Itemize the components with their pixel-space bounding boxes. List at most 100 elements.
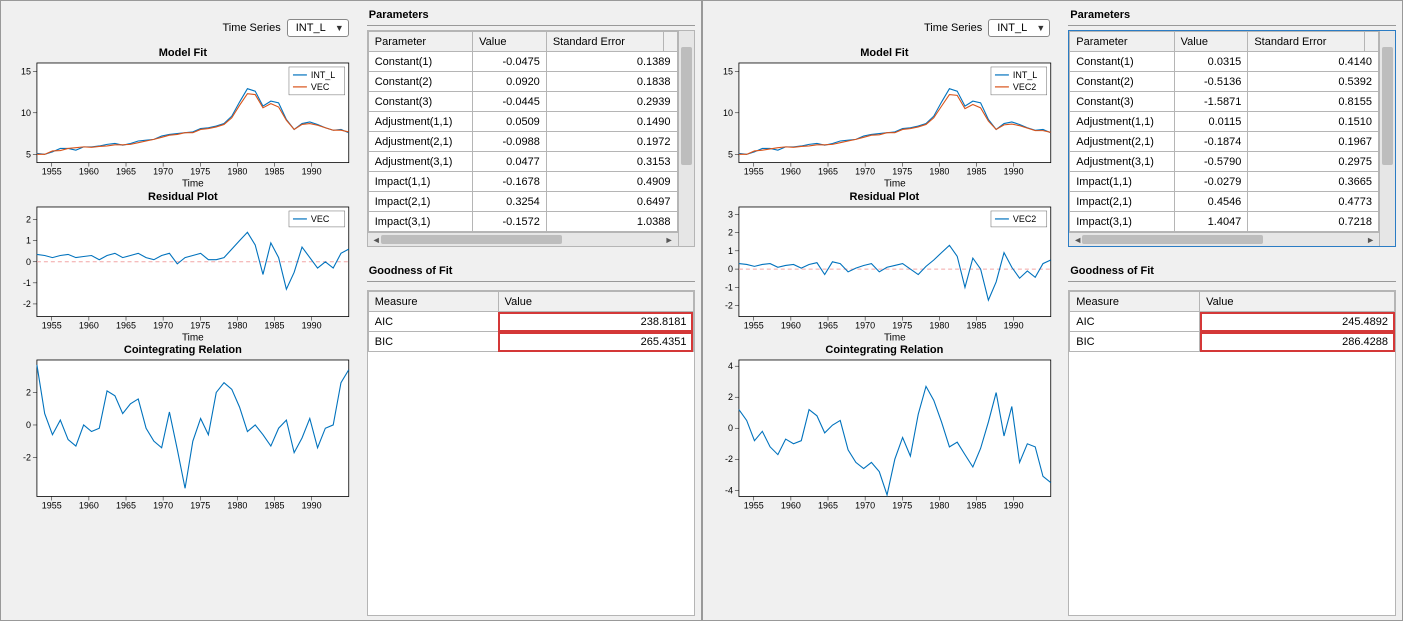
gof-col-0[interactable]: Measure bbox=[1070, 292, 1200, 312]
scroll-thumb[interactable] bbox=[1082, 235, 1263, 244]
table-row[interactable]: Impact(3,1)1.40470.7218 bbox=[1070, 212, 1379, 232]
table-row[interactable]: Constant(3)-1.58710.8155 bbox=[1070, 92, 1379, 112]
svg-text:1975: 1975 bbox=[190, 320, 210, 330]
cell-stderr: 0.1972 bbox=[546, 132, 677, 152]
coint-plot: -20219551960196519701975198019851990 bbox=[11, 356, 355, 510]
time-series-row: Time Series INT_L▼ bbox=[11, 9, 355, 45]
cell-stderr: 0.1967 bbox=[1248, 132, 1379, 152]
table-row[interactable]: BIC265.4351 bbox=[368, 332, 693, 352]
gof-measure: BIC bbox=[1070, 332, 1200, 352]
parameters-col-0[interactable]: Parameter bbox=[1070, 32, 1174, 52]
table-row[interactable]: Impact(1,1)-0.02790.3665 bbox=[1070, 172, 1379, 192]
param-vscrollbar[interactable] bbox=[1379, 31, 1395, 246]
svg-text:1965: 1965 bbox=[116, 320, 136, 330]
svg-text:1990: 1990 bbox=[1003, 167, 1023, 177]
svg-text:4: 4 bbox=[727, 361, 732, 371]
cell-param: Adjustment(1,1) bbox=[1070, 112, 1174, 132]
parameters-col-2[interactable]: Standard Error bbox=[546, 32, 663, 52]
time-series-row: Time Series INT_L ▼ bbox=[713, 9, 1057, 45]
svg-text:1960: 1960 bbox=[780, 167, 800, 177]
cell-param: Adjustment(3,1) bbox=[1070, 152, 1174, 172]
table-row[interactable]: Impact(2,1)0.45460.4773 bbox=[1070, 192, 1379, 212]
panel-right: Time SeriesINT_L▼Model Fit51015195519601… bbox=[702, 0, 1403, 621]
cell-param: Constant(1) bbox=[1070, 52, 1174, 72]
svg-text:INT_L: INT_L bbox=[311, 70, 335, 80]
svg-text:1990: 1990 bbox=[302, 167, 322, 177]
scroll-thumb[interactable] bbox=[1382, 47, 1393, 165]
table-row[interactable]: Adjustment(1,1)0.05090.1490 bbox=[368, 112, 677, 132]
svg-text:1990: 1990 bbox=[1003, 500, 1023, 510]
svg-text:1980: 1980 bbox=[929, 500, 949, 510]
table-row[interactable]: Constant(2)0.09200.1838 bbox=[368, 72, 677, 92]
table-row[interactable]: Constant(1)0.03150.4140 bbox=[1070, 52, 1379, 72]
cell-stderr: 0.2939 bbox=[546, 92, 677, 112]
table-row[interactable]: Impact(1,1)-0.16780.4909 bbox=[368, 172, 677, 192]
table-row[interactable]: Adjustment(1,1)0.01150.1510 bbox=[1070, 112, 1379, 132]
time-series-select[interactable]: INT_L▼ bbox=[287, 19, 349, 37]
table-row[interactable]: Impact(2,1)0.32540.6497 bbox=[368, 192, 677, 212]
time-series-label: Time Series bbox=[222, 22, 280, 34]
coint-plot: -4-202419551960196519701975198019851990 bbox=[713, 356, 1057, 510]
svg-text:1980: 1980 bbox=[929, 320, 949, 330]
stats-col: ParametersParameterValueStandard ErrorCo… bbox=[365, 1, 701, 620]
chevron-down-icon: ▼ bbox=[1036, 23, 1045, 33]
table-row[interactable]: Constant(3)-0.04450.2939 bbox=[368, 92, 677, 112]
svg-text:2: 2 bbox=[26, 387, 31, 397]
cell-value: -0.1572 bbox=[473, 212, 547, 232]
svg-text:1975: 1975 bbox=[190, 500, 210, 510]
gof-col-1[interactable]: Value bbox=[498, 292, 693, 312]
table-row[interactable]: Constant(2)-0.51360.5392 bbox=[1070, 72, 1379, 92]
cell-param: Constant(2) bbox=[1070, 72, 1174, 92]
parameters-col-1[interactable]: Value bbox=[473, 32, 547, 52]
gof-col-1[interactable]: Value bbox=[1200, 292, 1395, 312]
cell-value: -0.1874 bbox=[1174, 132, 1248, 152]
cell-stderr: 0.2975 bbox=[1248, 152, 1379, 172]
param-hscrollbar[interactable]: ◄► bbox=[1069, 232, 1379, 246]
table-row[interactable]: AIC238.8181 bbox=[368, 312, 693, 332]
gof-value: 238.8181 bbox=[498, 312, 693, 332]
svg-text:1970: 1970 bbox=[153, 167, 173, 177]
svg-text:2: 2 bbox=[727, 227, 732, 237]
table-row[interactable]: AIC245.4892 bbox=[1070, 312, 1395, 332]
cell-stderr: 0.3153 bbox=[546, 152, 677, 172]
scroll-thumb[interactable] bbox=[681, 47, 692, 165]
parameters-col-1[interactable]: Value bbox=[1174, 32, 1248, 52]
cell-param: Constant(3) bbox=[368, 92, 472, 112]
table-row[interactable]: Adjustment(2,1)-0.09880.1972 bbox=[368, 132, 677, 152]
svg-text:Time: Time bbox=[182, 179, 204, 189]
svg-text:5: 5 bbox=[727, 149, 732, 159]
svg-text:1970: 1970 bbox=[855, 500, 875, 510]
cell-value: -0.1678 bbox=[473, 172, 547, 192]
table-row[interactable]: Impact(3,1)-0.15721.0388 bbox=[368, 212, 677, 232]
svg-text:15: 15 bbox=[722, 66, 732, 76]
coint-title: Cointegrating Relation bbox=[11, 344, 355, 356]
gof-col-0[interactable]: Measure bbox=[368, 292, 498, 312]
svg-text:Time: Time bbox=[883, 332, 905, 342]
table-row[interactable]: Adjustment(3,1)-0.57900.2975 bbox=[1070, 152, 1379, 172]
residual-plot: -2-1012319551960196519701975198019851990… bbox=[713, 203, 1057, 342]
scroll-thumb[interactable] bbox=[381, 235, 562, 244]
gof-table: MeasureValueAIC245.4892BIC286.4288 bbox=[1068, 290, 1396, 616]
svg-text:-2: -2 bbox=[23, 298, 31, 308]
param-hscrollbar[interactable]: ◄► bbox=[368, 232, 678, 246]
time-series-select[interactable]: INT_L ▼ bbox=[988, 19, 1050, 37]
svg-text:1990: 1990 bbox=[302, 320, 322, 330]
table-row[interactable]: Adjustment(2,1)-0.18740.1967 bbox=[1070, 132, 1379, 152]
parameters-col-2[interactable]: Standard Error bbox=[1248, 32, 1365, 52]
time-series-value: INT_L bbox=[997, 22, 1027, 34]
svg-text:1985: 1985 bbox=[966, 500, 986, 510]
svg-text:1985: 1985 bbox=[966, 320, 986, 330]
cell-value: -0.0988 bbox=[473, 132, 547, 152]
svg-text:1955: 1955 bbox=[42, 500, 62, 510]
cell-stderr: 0.3665 bbox=[1248, 172, 1379, 192]
cell-value: 0.0509 bbox=[473, 112, 547, 132]
svg-text:3: 3 bbox=[727, 209, 732, 219]
gof-table: MeasureValueAIC238.8181BIC265.4351 bbox=[367, 290, 695, 616]
time-series-label: Time Series bbox=[924, 22, 982, 34]
table-row[interactable]: Constant(1)-0.04750.1389 bbox=[368, 52, 677, 72]
table-row[interactable]: BIC286.4288 bbox=[1070, 332, 1395, 352]
table-row[interactable]: Adjustment(3,1)0.04770.3153 bbox=[368, 152, 677, 172]
parameters-col-0[interactable]: Parameter bbox=[368, 32, 472, 52]
svg-text:5: 5 bbox=[26, 149, 31, 159]
param-vscrollbar[interactable] bbox=[678, 31, 694, 246]
